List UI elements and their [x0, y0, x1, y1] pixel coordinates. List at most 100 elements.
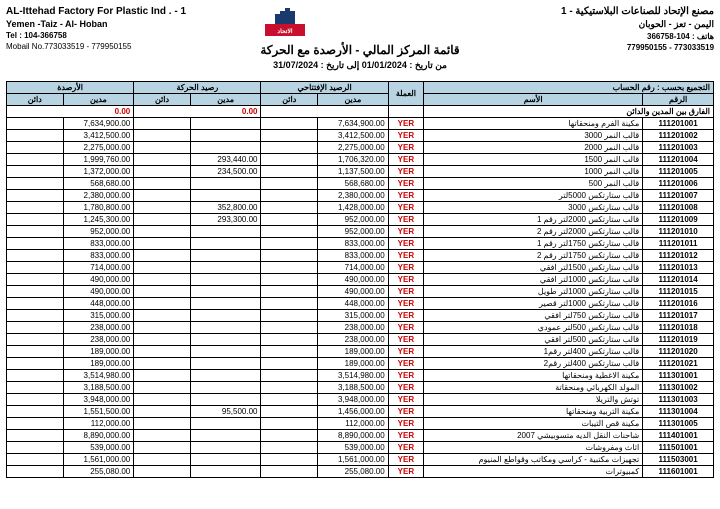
cell-bal-cr	[7, 262, 64, 274]
cell-name: مكينة الاغطية ومنحقاتها	[424, 370, 643, 382]
cell-open-cr	[261, 298, 318, 310]
cell-currency: YER	[388, 298, 423, 310]
cell-open-dr: 315,000.00	[318, 310, 389, 322]
company-logo: الاتحاد	[260, 6, 310, 41]
cell-mov-cr	[134, 262, 191, 274]
cell-open-cr	[261, 154, 318, 166]
cell-mov-dr	[190, 442, 261, 454]
cell-open-dr: 1,456,000.00	[318, 406, 389, 418]
cell-name: مكينة الفرم ومنحقاتها	[424, 118, 643, 130]
cell-bal-dr: 189,000.00	[63, 346, 134, 358]
h-mov-cr: دائن	[134, 94, 191, 106]
cell-currency: YER	[388, 166, 423, 178]
tel-ar: هاتف : 104-366758	[470, 32, 714, 41]
h-group: التجميع بحسب : رقم الحساب	[424, 82, 714, 94]
cell-open-dr: 714,000.00	[318, 262, 389, 274]
cell-bal-cr	[7, 286, 64, 298]
cell-bal-dr: 1,999,760.00	[63, 154, 134, 166]
h-balance: الأرصدة	[7, 82, 134, 94]
cell-mov-dr	[190, 262, 261, 274]
cell-mov-dr: 95,500.00	[190, 406, 261, 418]
cell-currency: YER	[388, 454, 423, 466]
table-row: 112,000.00112,000.00YERمكينة قص التيبات1…	[7, 418, 714, 430]
cell-bal-dr: 952,000.00	[63, 226, 134, 238]
cell-bal-cr	[7, 310, 64, 322]
logo-wrap: الاتحاد قائمة المركز المالي - الأرصدة مع…	[250, 6, 469, 77]
cell-bal-dr: 1,245,300.00	[63, 214, 134, 226]
cell-currency: YER	[388, 286, 423, 298]
cell-mov-cr	[134, 406, 191, 418]
cell-open-dr: 2,275,000.00	[318, 142, 389, 154]
table-row: 1,372,000.00234,500.001,137,500.00YERقال…	[7, 166, 714, 178]
cell-code: 111301001	[643, 370, 714, 382]
cell-open-dr: 568,680.00	[318, 178, 389, 190]
cell-mov-cr	[134, 442, 191, 454]
cell-bal-dr: 568,680.00	[63, 178, 134, 190]
company-name-ar: مصنع الإتحاد للصناعات البلاستيكية - 1	[470, 6, 714, 17]
cell-bal-dr: 1,372,000.00	[63, 166, 134, 178]
cell-mov-dr	[190, 238, 261, 250]
cell-code: 111201002	[643, 130, 714, 142]
cell-code: 111201004	[643, 154, 714, 166]
cell-bal-cr	[7, 322, 64, 334]
svg-text:الاتحاد: الاتحاد	[278, 28, 293, 35]
cell-bal-dr: 7,634,900.00	[63, 118, 134, 130]
cell-open-dr: 490,000.00	[318, 286, 389, 298]
report-dates: من تاريخ : 01/01/2024 إلى تاريخ : 31/07/…	[260, 60, 459, 71]
mobile-ar: 773033519 - 779950155	[470, 43, 714, 52]
cell-mov-cr	[134, 430, 191, 442]
cell-code: 111201015	[643, 286, 714, 298]
cell-open-dr: 112,000.00	[318, 418, 389, 430]
financial-table: الأرصدة رصيد الحركة الرصيد الإفتتاحي الع…	[6, 81, 714, 478]
cell-currency: YER	[388, 202, 423, 214]
cell-mov-dr	[190, 310, 261, 322]
cell-code: 111201006	[643, 178, 714, 190]
h-movement: رصيد الحركة	[134, 82, 261, 94]
cell-name: اثاث ومفروشات	[424, 442, 643, 454]
tel-en: Tel : 104-366758	[6, 31, 250, 40]
cell-code: 111201017	[643, 310, 714, 322]
cell-name: تجهيزات مكتبية - كراسي ومكاتب وقواطع الم…	[424, 454, 643, 466]
cell-open-dr: 833,000.00	[318, 238, 389, 250]
cell-open-cr	[261, 442, 318, 454]
cell-code: 111201019	[643, 334, 714, 346]
cell-code: 111201016	[643, 298, 714, 310]
cell-mov-dr	[190, 226, 261, 238]
table-body: 0.00 0.00 الفارق بين المدين والدائن 7,63…	[7, 106, 714, 478]
cell-open-dr: 448,000.00	[318, 298, 389, 310]
cell-currency: YER	[388, 394, 423, 406]
cell-open-cr	[261, 394, 318, 406]
cell-open-cr	[261, 322, 318, 334]
cell-mov-cr	[134, 274, 191, 286]
cell-mov-dr	[190, 142, 261, 154]
cell-bal-dr: 2,380,000.00	[63, 190, 134, 202]
mobile-en: Mobail No.773033519 - 779950155	[6, 42, 250, 51]
cell-mov-cr	[134, 454, 191, 466]
cell-open-dr: 3,514,980.00	[318, 370, 389, 382]
cell-open-cr	[261, 334, 318, 346]
cell-code: 111201009	[643, 214, 714, 226]
cell-mov-cr	[134, 142, 191, 154]
cell-open-dr: 490,000.00	[318, 274, 389, 286]
cell-mov-cr	[134, 238, 191, 250]
cell-bal-cr	[7, 406, 64, 418]
cell-mov-dr	[190, 346, 261, 358]
cell-open-cr	[261, 214, 318, 226]
cell-mov-cr	[134, 166, 191, 178]
cell-currency: YER	[388, 442, 423, 454]
cell-name: المولد الكهربائي ومنحقاتة	[424, 382, 643, 394]
cell-currency: YER	[388, 370, 423, 382]
table-row: 539,000.00539,000.00YERاثاث ومفروشات1115…	[7, 442, 714, 454]
cell-open-cr	[261, 202, 318, 214]
cell-code: 111501001	[643, 442, 714, 454]
table-row: 833,000.00833,000.00YERقالب ستارتكس 1750…	[7, 250, 714, 262]
h-currency: العملة	[388, 82, 423, 106]
cell-mov-dr	[190, 394, 261, 406]
header-right: مصنع الإتحاد للصناعات البلاستيكية - 1 ال…	[470, 6, 714, 52]
cell-mov-cr	[134, 202, 191, 214]
cell-mov-cr	[134, 322, 191, 334]
diff-mov: 0.00	[134, 106, 261, 118]
cell-mov-dr	[190, 190, 261, 202]
table-row: 255,080.00255,080.00YERكمبيوترات11160100…	[7, 466, 714, 478]
cell-mov-dr	[190, 454, 261, 466]
